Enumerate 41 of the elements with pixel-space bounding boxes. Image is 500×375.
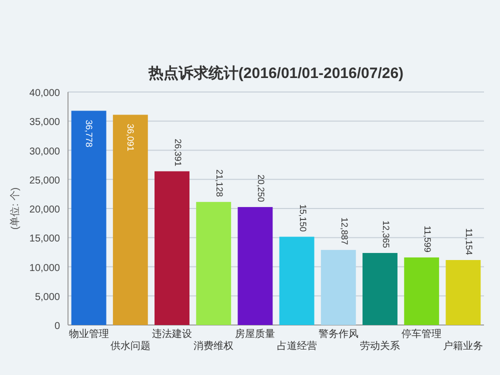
y-tick-label: 35,000 (29, 117, 60, 128)
bar (112, 114, 148, 325)
x-tick-label: 警务作风 (318, 328, 358, 340)
bar (404, 257, 440, 325)
bar (446, 260, 481, 325)
data-label: 12,365 (381, 220, 391, 248)
bar (196, 202, 232, 325)
x-tick-label: 占道经营 (276, 340, 317, 352)
chart-title: 热点诉求统计(2016/01/01-2016/07/26) (147, 65, 404, 82)
y-tick-label: 0 (54, 321, 60, 332)
data-label: 15,150 (298, 204, 308, 232)
data-label: 20,250 (256, 174, 266, 202)
data-label: 11,154 (464, 228, 474, 256)
bar (71, 110, 106, 325)
bar (362, 252, 398, 325)
y-tick-label: 5,000 (34, 292, 60, 303)
bar (279, 236, 314, 325)
x-tick-label: 房屋质量 (235, 328, 276, 340)
y-tick-label: 15,000 (29, 234, 60, 245)
data-label: 21,128 (214, 169, 225, 197)
x-tick-label: 物业管理 (68, 328, 109, 340)
x-tick-label: 劳动关系 (360, 340, 400, 352)
data-label: 26,391 (173, 138, 183, 166)
bar (154, 171, 190, 325)
x-tick-label: 消费维权 (194, 340, 234, 352)
y-tick-label: 40,000 (29, 88, 60, 99)
y-tick-label: 10,000 (29, 262, 60, 274)
x-tick-label: 违法建设 (152, 328, 192, 340)
x-tick-label: 户籍业务 (443, 340, 484, 352)
y-tick-label: 25,000 (29, 175, 60, 186)
y-tick-label: 30,000 (29, 146, 60, 158)
data-label: 36,091 (125, 124, 136, 152)
x-tick-label: 供水问题 (110, 340, 150, 352)
data-label: 12,887 (339, 217, 350, 245)
bar (320, 250, 356, 325)
bar (238, 207, 273, 325)
data-label: 36,778 (84, 120, 94, 148)
y-tick-label: 20,000 (29, 204, 60, 216)
data-label: 11,599 (422, 226, 433, 252)
x-tick-label: 停车管理 (402, 328, 442, 340)
y-axis-title: (单位: 个) (9, 187, 21, 230)
